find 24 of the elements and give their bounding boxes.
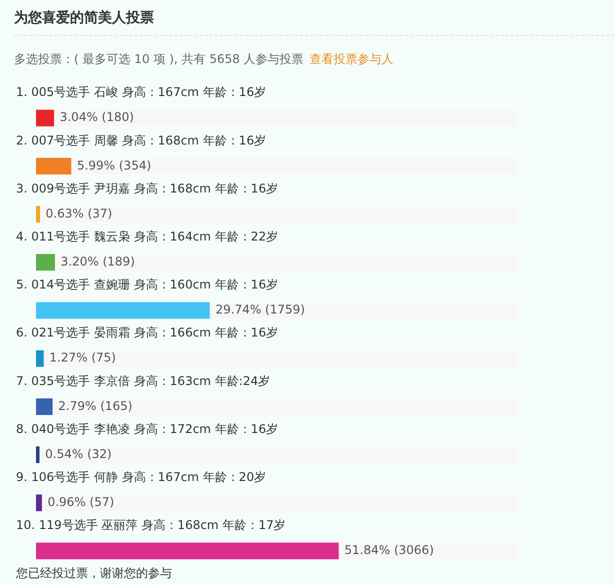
data-label: 3.20% (189) [60, 254, 135, 268]
y-tick-label: 1. 005号选手 石峻 身高：167cm 年龄：16岁 [16, 85, 266, 100]
data-label: 29.74% (1759) [215, 302, 305, 317]
y-tick-label: 9. 106号选手 何静 身高：167cm 年龄：20岁 [16, 470, 266, 484]
data-label: 2.79% (165) [58, 398, 132, 413]
data-label: 0.63% (37) [46, 206, 112, 220]
data-label: 3.04% (180) [60, 110, 134, 124]
data-label: 1.27% (75) [49, 350, 116, 365]
data-label: 0.54% (32) [45, 446, 112, 461]
chart-subtitle: 多选投票：( 最多可选 10 项 ), 共有 5658 人参与投票 [14, 52, 304, 66]
annotation: 您已经投过票，谢谢您的参与 [16, 565, 172, 582]
chart-title: 为您喜爱的简美人投票 [14, 9, 154, 27]
data-label: 5.99% (354) [76, 158, 152, 172]
y-tick-label: 8. 040号选手 李艳凌 身高：172cm 年龄：16岁 [16, 422, 278, 436]
y-tick-label: 6. 021号选手 晏雨霜 身高：166cm 年龄：16岁 [16, 326, 278, 340]
y-tick-label: 5. 014号选手 查婉珊 身高：160cm 年龄：16岁 [16, 278, 278, 292]
y-tick-label: 4. 011号选手 魏云枭 身高：164cm 年龄：22岁 [16, 229, 278, 244]
data-label: 0.96% (57) [48, 494, 114, 509]
data-label: 51.84% (3066) [344, 543, 434, 558]
text: 查看投票参与人 [310, 52, 394, 66]
y-tick-label: 3. 009号选手 尹玥嘉 身高：168cm 年龄：16岁 [16, 181, 278, 196]
y-tick-label: 2. 007号选手 周馨 身高：168cm 年龄：16岁 [16, 133, 266, 148]
y-tick-label: 7. 035号选手 李京倍 身高：163cm 年龄:24岁 [16, 374, 270, 388]
y-tick-label: 10. 119号选手 巫丽萍 身高：168cm 年龄：17岁 [16, 518, 286, 532]
